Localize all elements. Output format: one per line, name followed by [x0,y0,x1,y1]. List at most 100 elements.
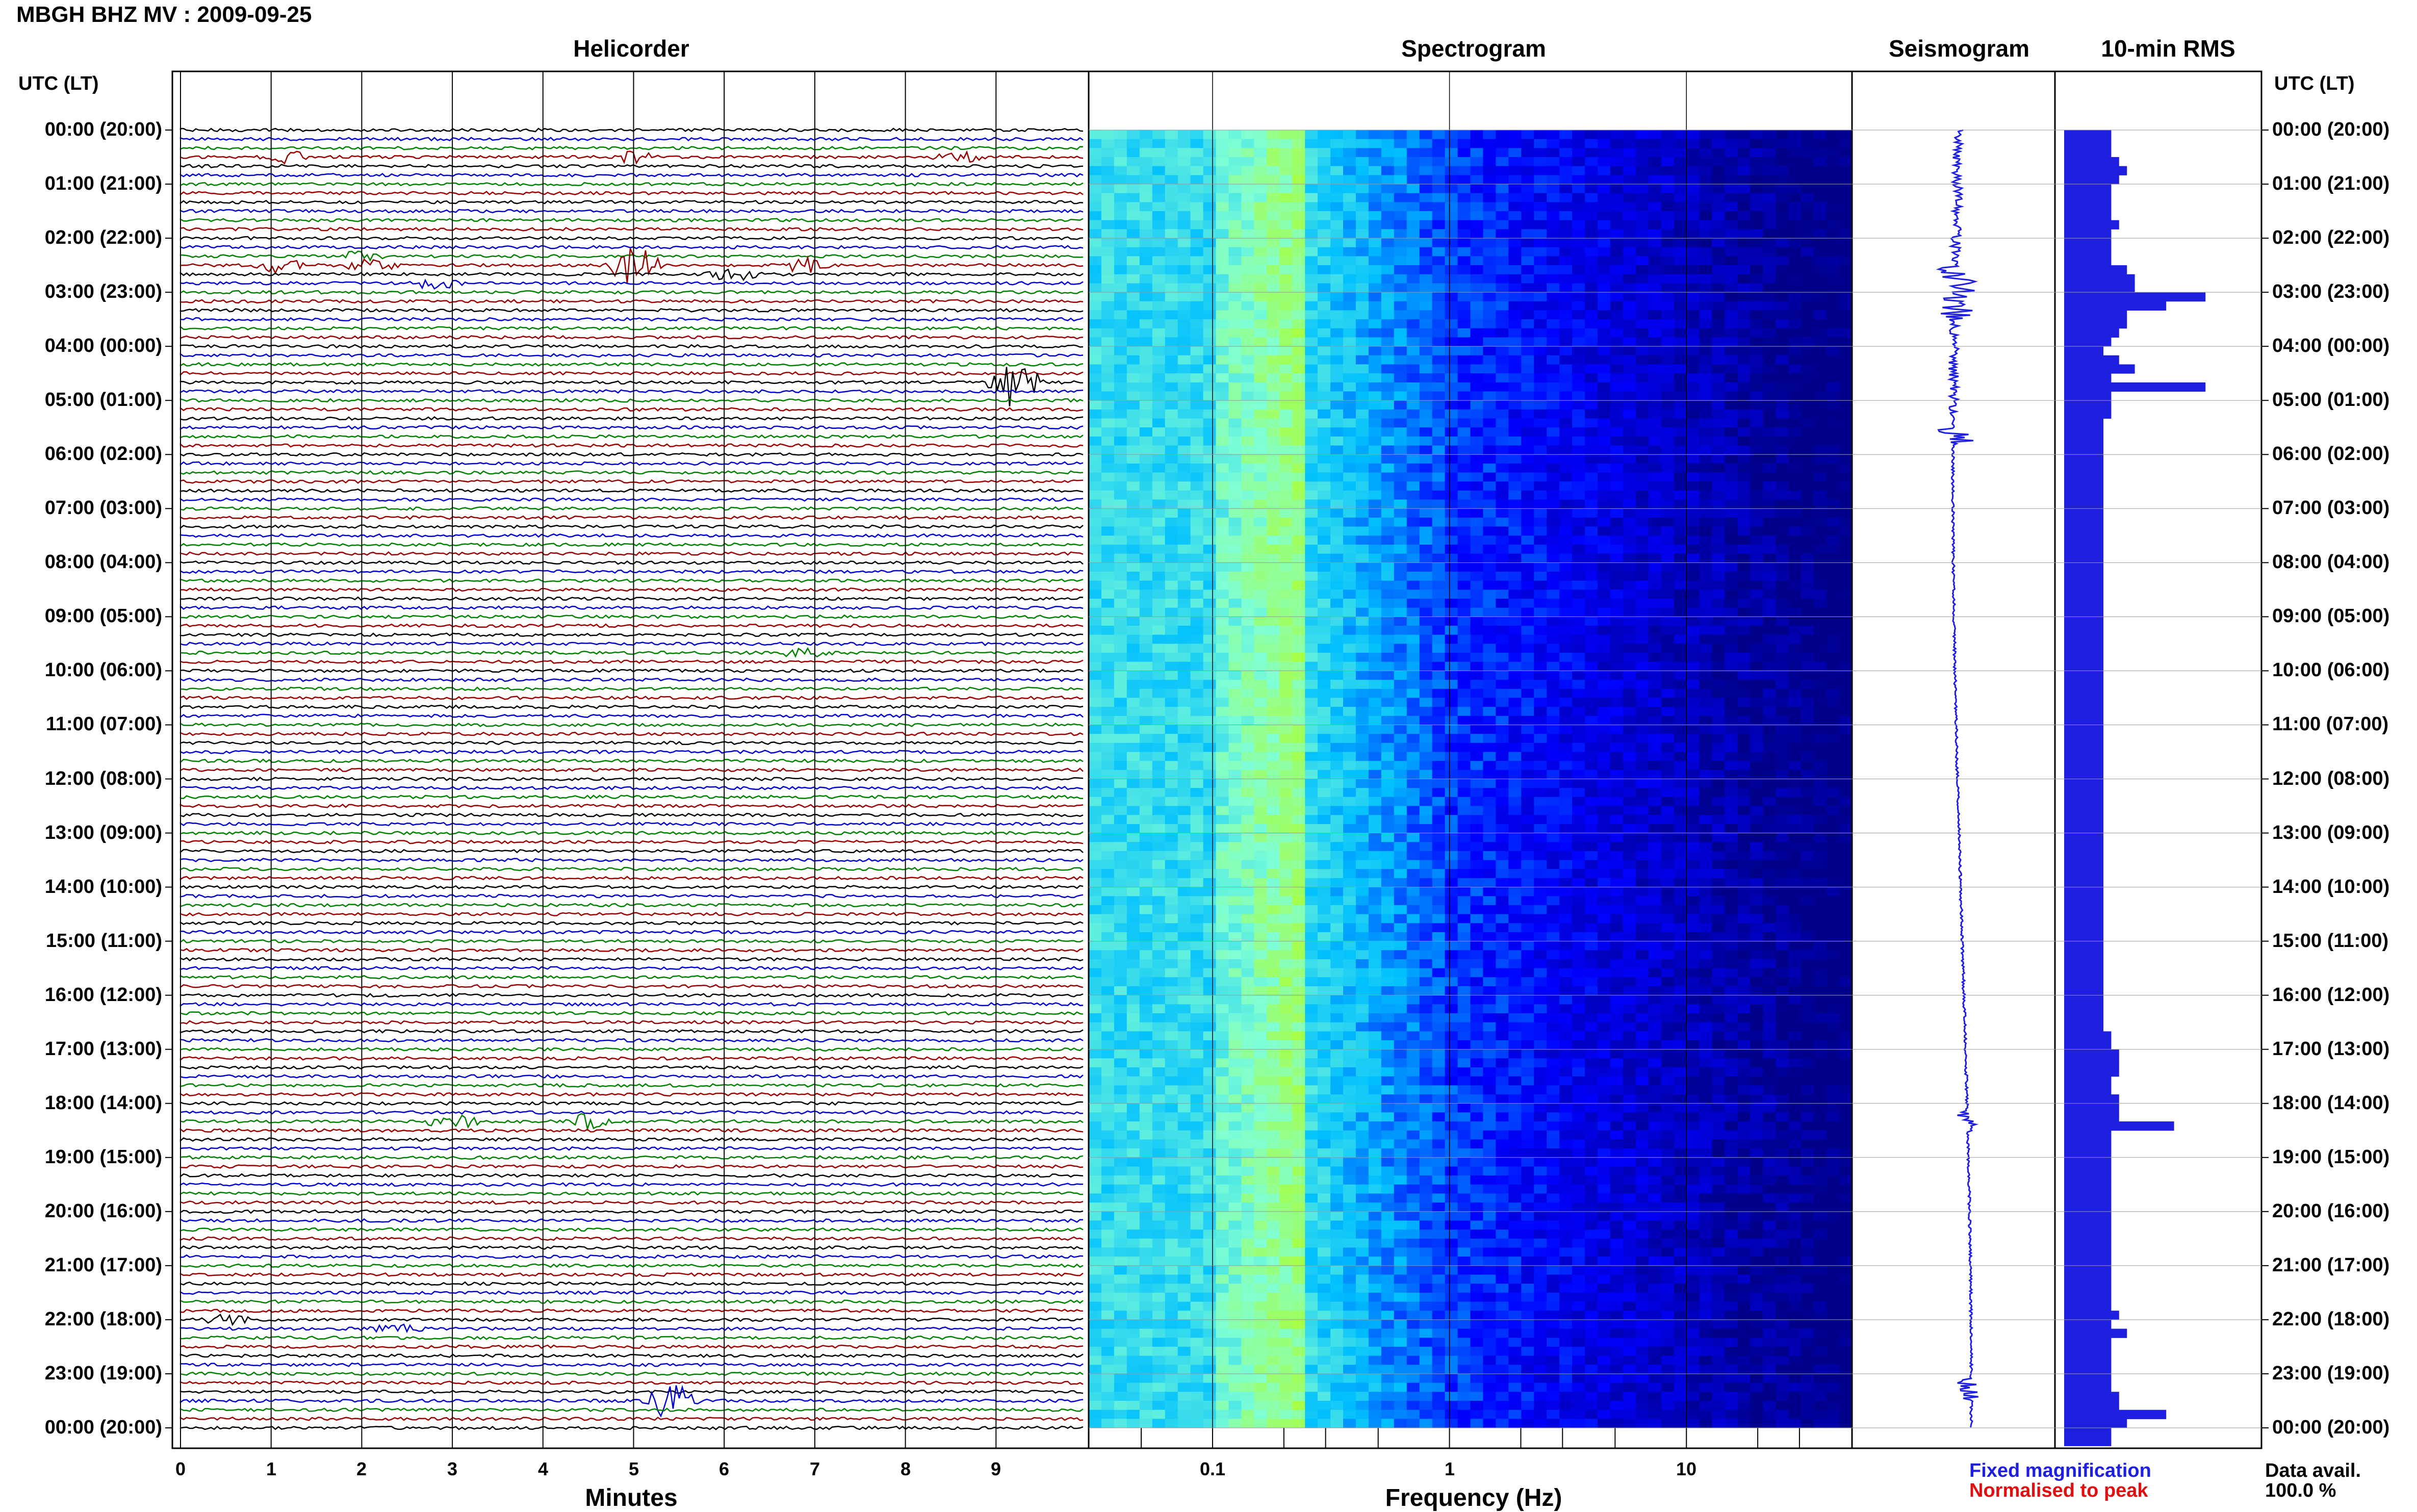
spectrogram-cell [1407,995,1420,1005]
spectrogram-cell [1267,716,1280,725]
spectrogram-cell [1343,1257,1356,1266]
spectrogram-cell [1445,1356,1458,1365]
spectrogram-cell [1407,815,1420,824]
spectrogram-cell [1228,626,1242,635]
spectrogram-cell [1508,851,1522,860]
spectrogram-cell [1178,1419,1191,1428]
spectrogram-cell [1191,1356,1204,1365]
spectrogram-cell [1254,869,1267,878]
spectrogram-cell [1356,797,1369,806]
spectrogram-cell [1458,454,1471,464]
spectrogram-cell [1241,355,1254,365]
spectrogram-cell [1191,824,1204,833]
spectrogram-cell [1114,581,1127,590]
spectrogram-cell [1381,1329,1395,1338]
spectrogram-cell [1114,446,1127,455]
spectrogram-cell [1089,1131,1102,1140]
spectrogram-cell [1216,1067,1229,1077]
spectrogram-cell [1254,229,1267,238]
spectrogram-cell [1343,130,1356,139]
spectrogram-cell [1292,319,1305,328]
spectrogram-cell [1152,635,1166,644]
spectrogram-cell [1305,806,1318,815]
spectrogram-cell [1394,941,1407,951]
spectrogram-cell [1254,175,1267,184]
spectrogram-cell [1241,238,1254,247]
spectrogram-cell [1267,1311,1280,1320]
spectrogram-cell [1394,229,1407,238]
spectrogram-cell [1343,446,1356,455]
spectrogram-cell [1267,481,1280,491]
spectrogram-cell [1343,355,1356,365]
spectrogram-cell [1140,508,1153,518]
spectrogram-cell [1369,427,1382,437]
spectrogram-cell [1394,1022,1407,1032]
spectrogram-cell [1267,617,1280,626]
spectrogram-cell [1228,698,1242,707]
spectrogram-cell [1381,806,1395,815]
spectrogram-cell [1496,1302,1509,1311]
spectrogram-cell [1165,581,1178,590]
spectrogram-cell [1483,932,1496,941]
spectrogram-cell [1496,211,1509,220]
spectrogram-cell [1458,959,1471,968]
spectrogram-cell [1127,887,1140,896]
helicorder-trace [181,669,1083,672]
spectrogram-cell [1101,950,1115,959]
spectrogram-cell [1127,1158,1140,1167]
spectrogram-cell [1483,1338,1496,1347]
spectrogram-cell [1191,311,1204,320]
spectrogram-cell [1165,1104,1178,1113]
spectrogram-cell [1394,184,1407,193]
spectrogram-cell [1140,400,1153,409]
spectrogram-cell [1305,590,1318,599]
spectrogram-cell [1279,319,1293,328]
spectrogram-cell [1445,1410,1458,1419]
spectrogram-cell [1241,382,1254,392]
spectrogram-cell [1203,346,1217,355]
helicorder-trace [181,624,1083,627]
spectrogram-cell [1407,508,1420,518]
spectrogram-cell [1127,454,1140,464]
spectrogram-cell [1292,1131,1305,1140]
spectrogram-cell [1330,914,1344,924]
spectrogram-cell [1292,1085,1305,1094]
spectrogram-cell [1343,1383,1356,1392]
spectrogram-cell [1471,752,1484,761]
spectrogram-cell [1445,491,1458,500]
spectrogram-cell [1343,437,1356,446]
spectrogram-cell [1343,1094,1356,1104]
spectrogram-cell [1407,274,1420,284]
spectrogram-cell [1356,815,1369,824]
helicorder-trace [181,985,1083,988]
spectrogram-cell [1420,1284,1433,1293]
spectrogram-cell [1508,365,1522,374]
spectrogram-cell [1178,193,1191,202]
spectrogram-cell [1496,734,1509,743]
spectrogram-cell [1420,229,1433,238]
helicorder-trace [181,1345,1083,1348]
spectrogram-cell [1330,229,1344,238]
spectrogram-cell [1292,1221,1305,1230]
spectrogram-cell [1089,1167,1102,1176]
spectrogram-cell [1369,284,1382,293]
spectrogram-cell [1114,995,1127,1005]
spectrogram-cell [1407,1049,1420,1059]
spectrogram-cell [1203,1085,1217,1094]
spectrogram-cell [1228,1410,1242,1419]
spectrogram-cell [1140,1347,1153,1356]
spectrogram-cell [1140,1311,1153,1320]
spectrogram-cell [1420,265,1433,274]
spectrogram-cell [1369,409,1382,419]
spectrogram-cell [1445,1022,1458,1032]
spectrogram-cell [1318,1175,1331,1185]
spectrogram-cell [1394,932,1407,941]
spectrogram-cell [1279,1419,1293,1428]
spectrogram-cell [1458,446,1471,455]
spectrogram-cell [1407,1094,1420,1104]
spectrogram-cell [1432,175,1446,184]
spectrogram-cell [1445,157,1458,166]
spectrogram-cell [1318,887,1331,896]
spectrogram-cell [1165,941,1178,951]
spectrogram-cell [1191,464,1204,473]
